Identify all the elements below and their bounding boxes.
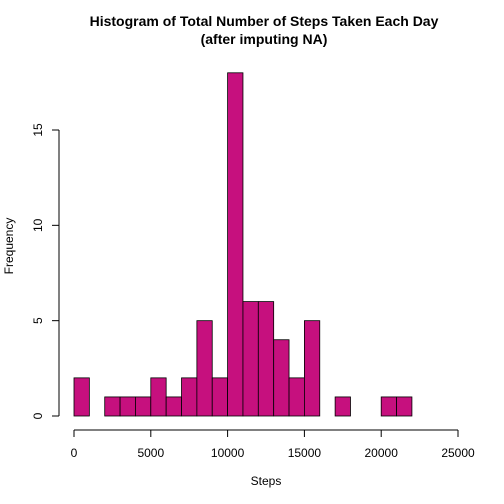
y-tick-label: 5 <box>31 317 45 324</box>
y-axis: 0 5 10 15 <box>31 123 60 419</box>
x-tick-label: 20000 <box>365 446 399 460</box>
x-axis: 0 5000 10000 15000 20000 25000 <box>71 429 475 460</box>
histogram-bar <box>334 396 351 417</box>
histogram-bar <box>150 377 167 417</box>
bars-group <box>73 72 413 417</box>
y-tick-label: 0 <box>31 412 45 419</box>
histogram-bar <box>303 320 321 417</box>
y-axis-label: Frequency <box>2 218 16 275</box>
x-tick-label: 0 <box>71 446 78 460</box>
histogram-bar <box>73 377 90 417</box>
x-tick-label: 15000 <box>288 446 322 460</box>
histogram-bar <box>196 320 213 417</box>
histogram-bar <box>242 301 259 417</box>
x-axis-label: Steps <box>251 474 282 488</box>
histogram-bar <box>181 377 198 417</box>
histogram-bar <box>380 396 397 417</box>
histogram-bar <box>104 396 121 417</box>
chart-title: Histogram of Total Number of Steps Taken… <box>90 13 439 29</box>
histogram-bar <box>165 396 182 417</box>
x-tick-label: 10000 <box>211 446 245 460</box>
y-tick-label: 10 <box>31 218 45 232</box>
y-tick-label: 15 <box>31 123 45 137</box>
chart-subtitle: (after imputing NA) <box>201 31 328 47</box>
histogram-bar <box>288 377 305 417</box>
histogram-bar <box>257 301 275 417</box>
x-tick-label: 25000 <box>441 446 475 460</box>
histogram-bar <box>135 396 152 417</box>
x-tick-label: 5000 <box>137 446 164 460</box>
histogram-bar <box>119 396 136 417</box>
histogram-bar <box>396 396 413 417</box>
histogram-bar <box>273 339 290 417</box>
histogram-bar <box>227 72 244 417</box>
histogram-bar <box>211 377 229 417</box>
